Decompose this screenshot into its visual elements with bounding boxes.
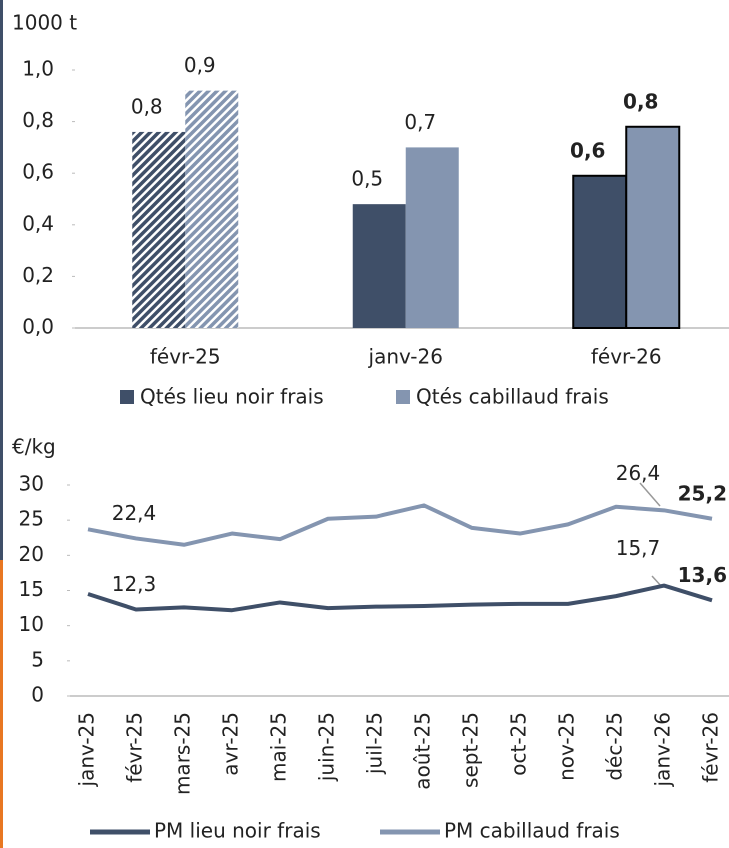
y-tick-label: 0,0 xyxy=(22,315,54,339)
data-label: 25,2 xyxy=(678,481,727,505)
bar xyxy=(132,131,186,328)
bar xyxy=(352,204,406,328)
data-label: 12,3 xyxy=(112,572,157,596)
line xyxy=(87,583,713,613)
bar xyxy=(185,90,239,328)
data-label: 0,6 xyxy=(570,138,605,162)
data-label: 0,8 xyxy=(623,89,658,113)
y-tick-label: 5 xyxy=(31,647,44,671)
data-label: 0,9 xyxy=(184,53,216,77)
data-label: 22,4 xyxy=(112,501,157,525)
x-tick-label: janv-26 xyxy=(651,712,675,787)
line xyxy=(87,503,713,547)
y-tick-label: 0 xyxy=(31,683,44,707)
x-tick-label: juin-25 xyxy=(315,712,339,782)
bar xyxy=(572,174,628,329)
data-label: 0,8 xyxy=(131,94,163,118)
x-tick-label: janv-26 xyxy=(368,345,443,369)
x-tick-label: avr-25 xyxy=(219,712,243,776)
bar xyxy=(405,147,459,328)
data-label: 0,5 xyxy=(351,167,383,191)
data-label: 26,4 xyxy=(616,461,661,485)
legend-swatch xyxy=(396,390,410,404)
y-tick-label: 0,4 xyxy=(22,211,54,235)
y-tick-label: 25 xyxy=(19,507,44,531)
x-tick-label: juil-25 xyxy=(363,712,387,775)
x-tick-label: févr-25 xyxy=(150,345,221,369)
y-tick-label: 0,2 xyxy=(22,263,54,287)
x-tick-label: oct-25 xyxy=(507,712,531,776)
data-label: 13,6 xyxy=(678,563,727,587)
x-tick-label: nov-25 xyxy=(555,712,579,781)
legend-label: Qtés cabillaud frais xyxy=(416,385,609,409)
side-rule xyxy=(0,560,3,848)
side-rule xyxy=(0,0,3,560)
x-tick-label: déc-25 xyxy=(603,712,627,781)
y-tick-label: 0,8 xyxy=(22,108,54,132)
x-tick-label: sept-25 xyxy=(459,712,483,788)
legend-label: PM lieu noir frais xyxy=(154,819,321,843)
data-label: 0,7 xyxy=(404,110,436,134)
y-tick-label: 15 xyxy=(19,577,44,601)
y-tick-label: 1,0 xyxy=(22,57,54,81)
leader-line xyxy=(639,482,661,507)
y-axis-label: €/kg xyxy=(12,435,56,459)
x-tick-label: févr-25 xyxy=(123,712,147,783)
bar xyxy=(625,125,681,330)
x-tick-label: févr-26 xyxy=(591,345,662,369)
y-tick-label: 10 xyxy=(19,612,44,636)
data-label: 15,7 xyxy=(616,536,661,560)
legend-label: PM cabillaud frais xyxy=(444,819,620,843)
legend-label: Qtés lieu noir frais xyxy=(140,385,324,409)
x-tick-label: mars-25 xyxy=(171,712,195,795)
y-tick-label: 30 xyxy=(19,472,44,496)
y-tick-label: 20 xyxy=(19,542,44,566)
legend-swatch xyxy=(120,390,134,404)
x-tick-label: mai-25 xyxy=(267,712,291,782)
y-axis-label: 1000 t xyxy=(12,11,77,35)
y-tick-label: 0,6 xyxy=(22,160,54,184)
x-tick-label: janv-25 xyxy=(75,712,99,787)
x-tick-label: févr-26 xyxy=(699,712,723,783)
x-tick-label: août-25 xyxy=(411,712,435,790)
